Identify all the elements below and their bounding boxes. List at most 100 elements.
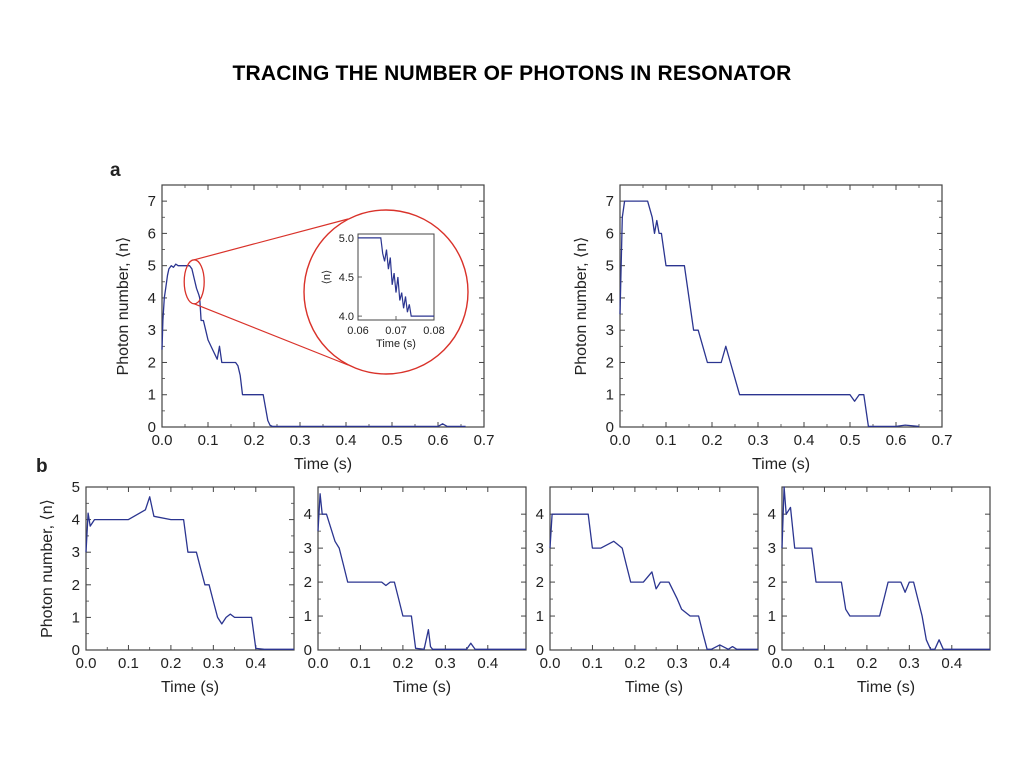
y-tick-label: 2 (304, 574, 312, 591)
chart-b3: 0.0 0.1 0.2 0.3 0.4 0 1 2 3 4 Time (s) (536, 486, 759, 696)
chart-b4: 0.0 0.1 0.2 0.3 0.4 0 1 2 3 4 Time (s) (768, 486, 991, 696)
series-line-0 (85, 496, 294, 650)
y-tick-label: 4 (536, 506, 544, 523)
y-tick-label: 2 (768, 574, 776, 591)
series-line-0 (781, 486, 990, 650)
x-tick-label: 0.0 (540, 655, 561, 672)
y-tick-label: 3 (148, 322, 156, 339)
chart-b2: 0.0 0.1 0.2 0.3 0.4 0 1 2 3 4 Time (s) (304, 486, 527, 696)
y-tick-label: 0 (148, 419, 156, 436)
x-tick-label: 0.4 (794, 432, 815, 449)
inset-x-axis-title: Time (s) (376, 338, 416, 350)
x-tick-label: 0.1 (582, 655, 603, 672)
y-tick-label: 0 (768, 642, 776, 659)
x-tick-label: 0.1 (814, 655, 835, 672)
slide-title: TRACING THE NUMBER OF PHOTONS IN RESONAT… (232, 62, 792, 85)
plot-frame (85, 486, 295, 651)
plot-frame (781, 486, 991, 651)
panel-label-b: b (36, 456, 48, 477)
x-tick-label: 0.0 (772, 655, 793, 672)
inset-y-tick-label: 4.5 (339, 272, 354, 284)
x-tick-label: 0.3 (748, 432, 769, 449)
y-tick-label: 3 (304, 540, 312, 557)
x-tick-label: 0.3 (435, 655, 456, 672)
y-tick-label: 3 (606, 322, 614, 339)
x-tick-label: 0.7 (932, 432, 953, 449)
x-tick-label: 0.5 (840, 432, 861, 449)
y-tick-label: 2 (148, 354, 156, 371)
y-tick-label: 1 (768, 608, 776, 625)
x-tick-label: 0.2 (624, 655, 645, 672)
y-tick-label: 1 (72, 609, 80, 626)
x-tick-label: 0.3 (667, 655, 688, 672)
x-tick-label: 0.2 (244, 432, 265, 449)
series-line-0 (549, 513, 758, 650)
x-tick-label: 0.3 (899, 655, 920, 672)
inset-x-tick-label: 0.08 (423, 325, 444, 337)
y-tick-label: 4 (768, 506, 776, 523)
y-tick-label: 1 (606, 387, 614, 404)
y-tick-label: 0 (72, 642, 80, 659)
x-tick-label: 0.4 (709, 655, 730, 672)
x-tick-label: 0.6 (886, 432, 907, 449)
zoom-circle (303, 209, 469, 375)
y-axis-title: Photon number, ⟨n⟩ (573, 237, 590, 376)
y-tick-label: 6 (148, 225, 156, 242)
y-tick-label: 0 (536, 642, 544, 659)
y-axis-title: Photon number, ⟨n⟩ (39, 499, 56, 638)
series-line-0 (619, 200, 920, 428)
panel-label-a: a (110, 160, 121, 181)
y-axis-title: Photon number, ⟨n⟩ (115, 237, 132, 376)
y-tick-label: 6 (606, 225, 614, 242)
x-tick-label: 0.0 (610, 432, 631, 449)
zoom-line-bottom (193, 303, 349, 366)
x-tick-label: 0.4 (245, 655, 266, 672)
x-axis-title: Time (s) (625, 679, 683, 696)
y-tick-label: 3 (768, 540, 776, 557)
y-tick-label: 7 (148, 193, 156, 210)
x-tick-label: 0.1 (198, 432, 219, 449)
x-tick-label: 0.2 (702, 432, 723, 449)
x-tick-label: 0.1 (656, 432, 677, 449)
inset-series-line-0 (358, 237, 434, 317)
y-tick-label: 7 (606, 193, 614, 210)
y-tick-label: 3 (72, 544, 80, 561)
y-tick-label: 3 (536, 540, 544, 557)
plot-frame (619, 184, 943, 428)
chart-b1: 0.0 0.1 0.2 0.3 0.4 0 1 2 3 4 5 Time (s) Photon numb… (39, 479, 295, 696)
x-tick-label: 0.1 (118, 655, 139, 672)
inset-y-axis-title: ⟨n⟩ (321, 270, 333, 285)
x-tick-label: 0.0 (76, 655, 97, 672)
x-tick-label: 0.6 (428, 432, 449, 449)
y-tick-label: 5 (72, 479, 80, 496)
y-tick-label: 5 (148, 258, 156, 275)
x-tick-label: 0.0 (308, 655, 329, 672)
inset-x-tick-label: 0.06 (347, 325, 368, 337)
x-tick-label: 0.4 (941, 655, 962, 672)
y-tick-label: 5 (606, 258, 614, 275)
y-tick-label: 4 (72, 512, 80, 529)
x-axis-title: Time (s) (161, 679, 219, 696)
chart-a1: 0.0 0.1 0.2 0.3 0.4 0.5 0.6 0.7 0 1 2 3 4 5 6 7 Time (s)… (115, 184, 494, 473)
x-axis-title: Time (s) (857, 679, 915, 696)
x-tick-label: 0.3 (203, 655, 224, 672)
y-tick-label: 0 (606, 419, 614, 436)
y-tick-label: 2 (72, 577, 80, 594)
chart-a2: 0.0 0.1 0.2 0.3 0.4 0.5 0.6 0.7 0 1 2 3 4 5 6 7 Time (s)… (573, 184, 953, 473)
y-tick-label: 1 (304, 608, 312, 625)
x-tick-label: 0.2 (856, 655, 877, 672)
x-tick-label: 0.4 (477, 655, 498, 672)
plot-frame (549, 486, 759, 651)
x-tick-label: 0.2 (160, 655, 181, 672)
inset-x-tick-label: 0.07 (385, 325, 406, 337)
x-axis-title: Time (s) (393, 679, 451, 696)
x-axis-title: Time (s) (294, 456, 352, 473)
x-tick-label: 0.3 (290, 432, 311, 449)
y-tick-label: 2 (536, 574, 544, 591)
series-line-0 (317, 493, 526, 650)
x-tick-label: 0.1 (350, 655, 371, 672)
inset-y-tick-label: 5.0 (339, 233, 354, 245)
y-tick-label: 0 (304, 642, 312, 659)
series-line-0 (161, 263, 466, 428)
inset-y-tick-label: 4.0 (339, 311, 354, 323)
